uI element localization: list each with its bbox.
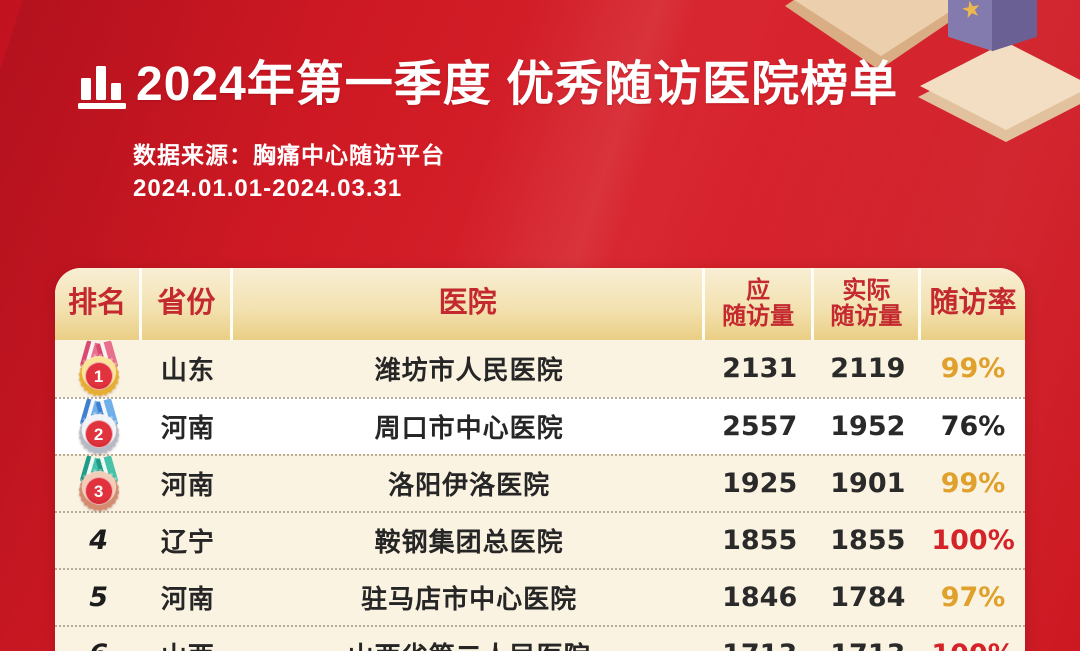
rank-number: 5 bbox=[89, 582, 109, 613]
table-row-rank-4: 4 辽宁 鞍钢集团总医院 1855 1855 100% bbox=[55, 511, 1025, 568]
actual-followup-cell: 1855 bbox=[830, 525, 906, 556]
rank-number: 4 bbox=[89, 525, 109, 556]
actual-followup-cell: 1952 bbox=[830, 411, 906, 442]
rank-cell: 4 bbox=[55, 525, 142, 556]
column-header-hospital: 医院 bbox=[233, 268, 705, 340]
expected-followup-cell: 1925 bbox=[722, 468, 798, 499]
followup-rate-cell: 99% bbox=[940, 353, 1006, 384]
column-header-rate-line1: 随访率 bbox=[929, 287, 1017, 320]
table-row-rank-1: 1 山东 潍坊市人民医院 2131 2119 99% bbox=[55, 340, 1025, 398]
medal-bronze-icon: 3 bbox=[76, 455, 122, 513]
followup-rate-cell: 99% bbox=[940, 468, 1006, 499]
province-cell: 河南 bbox=[160, 413, 215, 443]
column-header-province: 省份 bbox=[142, 268, 234, 340]
followup-rate-cell: 76% bbox=[940, 411, 1006, 442]
hospital-cell: 鞍钢集团总医院 bbox=[374, 527, 564, 557]
rank-cell: 3 bbox=[55, 455, 142, 513]
province-cell: 山东 bbox=[160, 355, 215, 385]
column-header-province-line1: 省份 bbox=[157, 287, 216, 320]
hospital-cell: 潍坊市人民医院 bbox=[374, 355, 564, 385]
column-header-rank: 排名 bbox=[55, 268, 143, 340]
star-icon: ★ bbox=[958, 0, 984, 24]
province-cell: 河南 bbox=[160, 584, 215, 614]
column-header-rate: 随访率 bbox=[921, 268, 1025, 340]
province-cell: 辽宁 bbox=[160, 527, 215, 557]
table-body: 1 山东 潍坊市人民医院 2131 2119 99% 2 河南 周口市中心医院 2557 1952 7… bbox=[55, 340, 1025, 651]
column-header-expected-line1: 应 bbox=[746, 276, 771, 304]
table-row-rank-2: 2 河南 周口市中心医院 2557 1952 76% bbox=[55, 397, 1025, 456]
expected-followup-cell: 1846 bbox=[722, 582, 798, 613]
hospital-cell: 洛阳伊洛医院 bbox=[388, 470, 551, 500]
hospital-cell: 周口市中心医院 bbox=[374, 413, 564, 443]
rank-number: 6 bbox=[89, 639, 108, 651]
data-source-line: 数据来源：胸痛中心随访平台 bbox=[133, 142, 445, 168]
column-header-hospital-line1: 医院 bbox=[438, 287, 497, 320]
actual-followup-cell: 1901 bbox=[830, 468, 906, 499]
column-header-actual-line1: 实际 bbox=[842, 276, 891, 304]
medal-silver-icon: 2 bbox=[76, 398, 122, 456]
column-header-actual: 实际 随访量 bbox=[814, 268, 922, 340]
table-row-rank-6: 6山西山西省第二人民医院17131713100% bbox=[55, 625, 1025, 651]
star-cube-right-face bbox=[992, 0, 1037, 52]
rank-cell: 6 bbox=[55, 639, 142, 651]
expected-followup-cell: 2557 bbox=[722, 411, 798, 442]
hospital-cell: 驻马店市中心医院 bbox=[361, 584, 578, 614]
actual-followup-cell: 2119 bbox=[830, 353, 906, 384]
expected-followup-cell: 1855 bbox=[722, 525, 798, 556]
followup-rate-cell: 97% bbox=[940, 582, 1006, 613]
hospital-cell: 山西省第二人民医院 bbox=[233, 636, 704, 651]
rank-cell: 5 bbox=[55, 582, 142, 613]
followup-rate-cell: 100% bbox=[931, 525, 1015, 556]
table-row-rank-3: 3 河南 洛阳伊洛医院 1925 1901 99% bbox=[55, 454, 1025, 513]
province-cell: 河南 bbox=[160, 470, 215, 500]
poster-title: 2024年第一季度 优秀随访医院榜单 bbox=[136, 58, 899, 112]
actual-followup-cell: 1713 bbox=[814, 639, 921, 651]
column-header-expected: 应随访量 bbox=[705, 268, 815, 340]
followup-rate-cell: 100% bbox=[921, 639, 1025, 651]
gift-box-icon bbox=[788, 0, 974, 56]
date-range-line: 2024.01.01-2024.03.31 bbox=[133, 175, 403, 202]
column-header-expected-line2: 随访量 bbox=[722, 303, 795, 330]
expected-followup-cell: 1713 bbox=[705, 639, 815, 651]
poster-header: 2024年第一季度 优秀随访医院榜单 bbox=[78, 56, 898, 112]
province-cell: 山西 bbox=[142, 636, 233, 651]
rank-cell: 2 bbox=[55, 398, 142, 456]
medal-gold-icon: 1 bbox=[76, 340, 122, 398]
column-header-rank-line1: 排名 bbox=[68, 287, 127, 320]
bar-chart-icon bbox=[78, 66, 126, 109]
expected-followup-cell: 2131 bbox=[722, 353, 798, 384]
rank-cell: 1 bbox=[55, 340, 142, 398]
table-row-rank-5: 5 河南 驻马店市中心医院 1846 1784 97% bbox=[55, 568, 1025, 625]
star-cube-icon: ★ bbox=[948, 0, 1038, 66]
ranking-table: 排名 省份 医院应随访量 实际 随访量 随访率 1 山东 潍坊市人民医院 2131 2119 99%… bbox=[55, 268, 1025, 651]
poster-subtitle: 数据来源：胸痛中心随访平台 2024.01.01-2024.03.31 bbox=[133, 136, 445, 203]
actual-followup-cell: 1784 bbox=[830, 582, 906, 613]
table-header: 排名 省份 医院应随访量 实际 随访量 随访率 bbox=[55, 268, 1025, 340]
column-header-actual-line2: 随访量 bbox=[830, 303, 903, 330]
